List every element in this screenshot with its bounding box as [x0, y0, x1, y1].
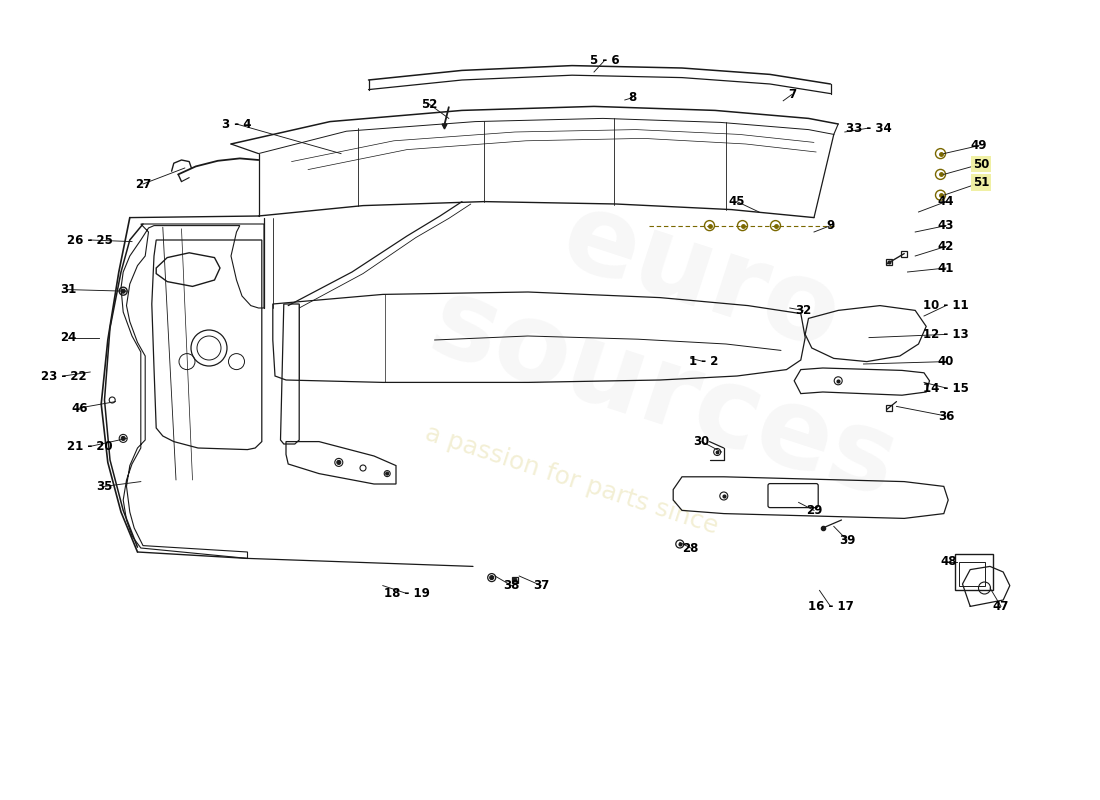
Text: 1 - 2: 1 - 2	[690, 355, 718, 368]
Text: 44: 44	[937, 195, 955, 208]
Text: 50: 50	[974, 158, 989, 170]
Text: 46: 46	[70, 402, 87, 414]
Text: 43: 43	[938, 219, 954, 232]
Text: 29: 29	[806, 504, 822, 517]
Circle shape	[513, 578, 517, 582]
Text: 14 - 15: 14 - 15	[923, 382, 969, 394]
Circle shape	[121, 437, 125, 440]
Text: 41: 41	[938, 262, 954, 274]
Circle shape	[386, 472, 388, 475]
Text: 7: 7	[788, 88, 796, 101]
Text: 28: 28	[683, 542, 698, 554]
Text: 48: 48	[939, 555, 956, 568]
Text: 40: 40	[938, 355, 954, 368]
Text: 51: 51	[974, 176, 989, 189]
Text: 27: 27	[135, 178, 151, 190]
Text: 12 - 13: 12 - 13	[923, 328, 969, 341]
Text: 26 - 25: 26 - 25	[67, 234, 113, 246]
Text: 31: 31	[60, 283, 76, 296]
Text: 49: 49	[970, 139, 988, 152]
Text: 8: 8	[628, 91, 637, 104]
Text: 45: 45	[728, 195, 746, 208]
Text: 16 - 17: 16 - 17	[807, 600, 854, 613]
Text: 52: 52	[421, 98, 437, 110]
Text: 39: 39	[839, 534, 855, 546]
Text: 37: 37	[534, 579, 549, 592]
Text: 23 - 22: 23 - 22	[41, 370, 87, 382]
Text: 35: 35	[97, 480, 112, 493]
Text: a passion for parts since: a passion for parts since	[422, 421, 722, 539]
Text: 3 - 4: 3 - 4	[222, 118, 251, 130]
Text: 9: 9	[826, 219, 835, 232]
Text: euro
sources: euro sources	[416, 151, 948, 521]
Text: 47: 47	[993, 600, 1009, 613]
Text: 18 - 19: 18 - 19	[384, 587, 430, 600]
Text: 5 - 6: 5 - 6	[591, 54, 619, 66]
Text: 10 - 11: 10 - 11	[923, 299, 969, 312]
Text: 36: 36	[938, 410, 954, 422]
Circle shape	[490, 576, 494, 579]
Text: 24: 24	[60, 331, 76, 344]
Text: 32: 32	[795, 304, 811, 317]
Text: 30: 30	[694, 435, 710, 448]
Text: 42: 42	[938, 240, 954, 253]
Circle shape	[121, 289, 125, 294]
Text: 38: 38	[504, 579, 519, 592]
Text: 33 - 34: 33 - 34	[846, 122, 892, 134]
Text: 21 - 20: 21 - 20	[67, 440, 113, 453]
Circle shape	[337, 461, 341, 464]
